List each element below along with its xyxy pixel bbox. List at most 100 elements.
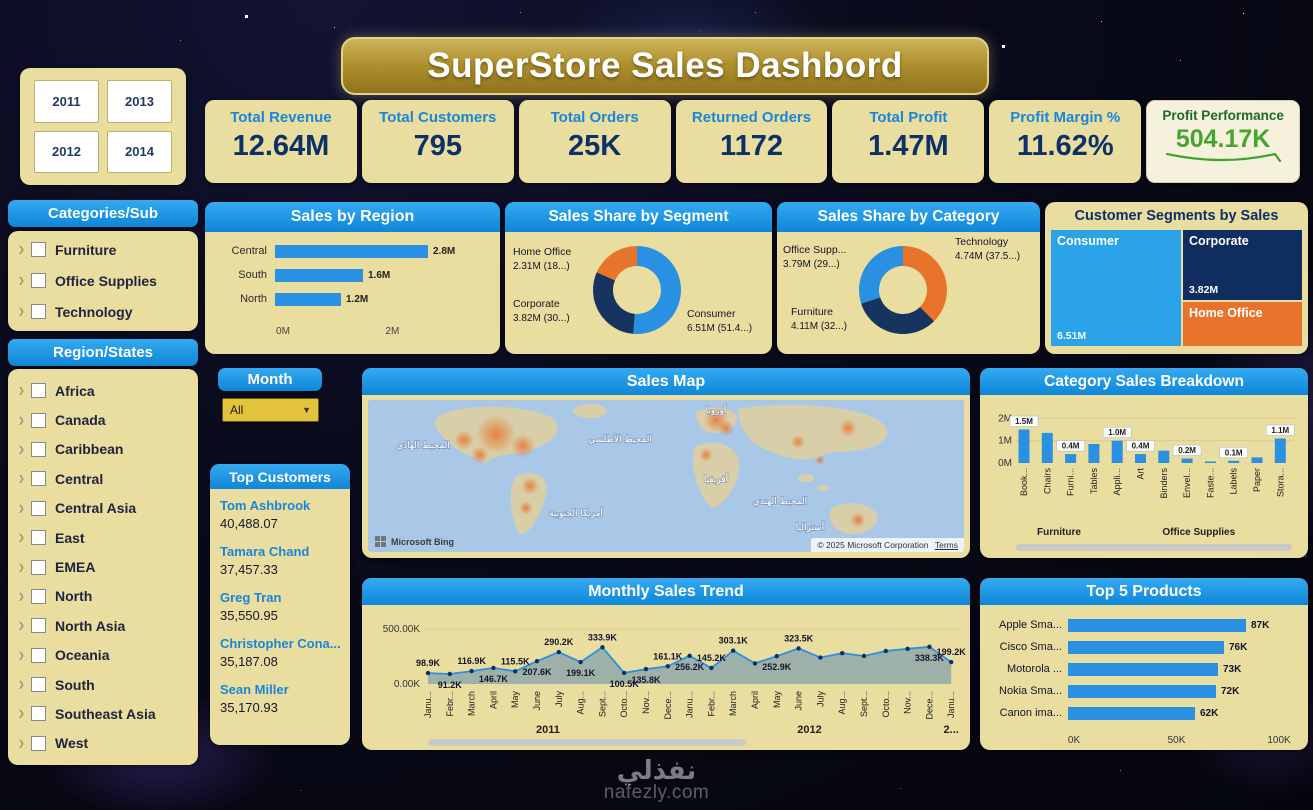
- product-bar-row-apple-sma[interactable]: Apple Sma... 87K: [988, 617, 1269, 633]
- product-bar-row-nokia-sma[interactable]: Nokia Sma... 72K: [988, 683, 1239, 699]
- trend-point[interactable]: [840, 651, 845, 656]
- product-bar-row-motorola[interactable]: Motorola ... 73K: [988, 661, 1241, 677]
- checkbox[interactable]: [31, 677, 46, 693]
- trend-point[interactable]: [622, 670, 627, 676]
- checkbox[interactable]: [31, 559, 46, 575]
- trend-point[interactable]: [643, 666, 649, 672]
- product-bar[interactable]: [1068, 706, 1195, 720]
- region-item-oceania[interactable]: ❯ Oceania: [12, 641, 194, 670]
- region-item-north-asia[interactable]: ❯ North Asia: [12, 611, 194, 640]
- trend-point[interactable]: [469, 668, 474, 674]
- checkbox[interactable]: [31, 500, 46, 516]
- region-item-caribbean[interactable]: ❯ Caribbean: [12, 435, 194, 464]
- region-item-east[interactable]: ❯ East: [12, 523, 194, 552]
- trend-point[interactable]: [600, 645, 605, 650]
- donut-slice-furniture[interactable]: [861, 297, 935, 334]
- customer-row[interactable]: Christopher Cona... 35,187.08: [220, 636, 346, 669]
- region-bar[interactable]: [275, 244, 428, 258]
- customer-row[interactable]: Tom Ashbrook 40,488.07: [220, 498, 346, 531]
- trend-point[interactable]: [861, 653, 867, 659]
- trend-point[interactable]: [556, 649, 561, 655]
- category-item-office-supplies[interactable]: ❯ Office Supplies: [12, 265, 194, 296]
- region-item-north[interactable]: ❯ North: [12, 582, 194, 611]
- year-button-2014[interactable]: 2014: [107, 130, 172, 173]
- trend-point[interactable]: [905, 646, 910, 651]
- trend-point[interactable]: [709, 665, 714, 671]
- horizontal-scrollbar[interactable]: [428, 739, 746, 746]
- breakdown-bar-labels[interactable]: [1228, 460, 1240, 463]
- trend-point[interactable]: [578, 659, 583, 665]
- donut-slice-corporate[interactable]: [592, 272, 635, 334]
- breakdown-bar-paper[interactable]: [1251, 457, 1263, 463]
- checkbox[interactable]: [31, 412, 46, 428]
- region-item-central-asia[interactable]: ❯ Central Asia: [12, 494, 194, 523]
- region-bar-row-central[interactable]: Central 2.8M: [213, 244, 455, 258]
- breakdown-bar-envel[interactable]: [1181, 458, 1193, 464]
- customer-row[interactable]: Tamara Chand 37,457.33: [220, 544, 346, 577]
- donut-slice-technology[interactable]: [903, 246, 947, 322]
- product-bar-row-cisco-sma[interactable]: Cisco Sma... 76K: [988, 639, 1247, 655]
- year-button-2013[interactable]: 2013: [107, 80, 172, 123]
- region-item-central[interactable]: ❯ Central: [12, 464, 194, 493]
- breakdown-bar-stora[interactable]: [1274, 438, 1286, 464]
- trend-point[interactable]: [447, 671, 452, 677]
- trend-point[interactable]: [818, 655, 823, 660]
- horizontal-scrollbar[interactable]: [1016, 544, 1292, 551]
- region-bar[interactable]: [275, 268, 363, 282]
- customer-row[interactable]: Sean Miller 35,170.93: [220, 682, 346, 715]
- checkbox[interactable]: [31, 273, 46, 288]
- checkbox[interactable]: [31, 441, 46, 457]
- donut-slice-office-supp[interactable]: [858, 246, 903, 304]
- checkbox[interactable]: [31, 471, 46, 487]
- region-item-canada[interactable]: ❯ Canada: [12, 405, 194, 434]
- region-item-south[interactable]: ❯ South: [12, 670, 194, 699]
- checkbox[interactable]: [31, 242, 46, 257]
- checkbox[interactable]: [31, 383, 46, 399]
- kpi-card-profit-margin[interactable]: Profit Margin % 11.62%: [989, 100, 1142, 183]
- trend-area[interactable]: [428, 646, 952, 684]
- trend-point[interactable]: [731, 648, 736, 653]
- checkbox[interactable]: [31, 304, 46, 319]
- breakdown-bar-tables[interactable]: [1088, 444, 1100, 463]
- breakdown-bar-binders[interactable]: [1158, 450, 1170, 463]
- customer-row[interactable]: Greg Tran 35,550.95: [220, 590, 346, 623]
- region-item-west[interactable]: ❯ West: [12, 729, 194, 758]
- checkbox[interactable]: [31, 588, 46, 604]
- checkbox[interactable]: [31, 706, 46, 722]
- breakdown-bar-furni[interactable]: [1065, 454, 1077, 463]
- product-bar[interactable]: [1068, 684, 1216, 698]
- month-dropdown[interactable]: All ▼: [222, 398, 319, 422]
- trend-point[interactable]: [752, 661, 758, 666]
- region-item-emea[interactable]: ❯ EMEA: [12, 552, 194, 581]
- breakdown-bar-faste[interactable]: [1204, 461, 1216, 464]
- product-bar-row-canon-ima[interactable]: Canon ima... 62K: [988, 705, 1218, 721]
- trend-point[interactable]: [665, 664, 670, 669]
- region-bar-row-south[interactable]: South 1.6M: [213, 268, 390, 282]
- trend-point[interactable]: [687, 653, 692, 658]
- product-bar[interactable]: [1068, 640, 1224, 654]
- checkbox[interactable]: [31, 647, 46, 663]
- kpi-card-total-orders[interactable]: Total Orders 25K: [518, 100, 671, 183]
- treemap-cell-corporate[interactable]: Corporate 3.82M: [1183, 230, 1302, 300]
- trend-point[interactable]: [883, 648, 888, 654]
- donut-slice-consumer[interactable]: [633, 246, 681, 334]
- checkbox[interactable]: [31, 618, 46, 634]
- trend-point[interactable]: [513, 669, 518, 674]
- kpi-card-returned-orders[interactable]: Returned Orders 1172: [675, 100, 828, 183]
- breakdown-bar-appli[interactable]: [1111, 440, 1123, 463]
- treemap-cell-consumer[interactable]: Consumer 6.51M: [1051, 230, 1181, 346]
- treemap-cell-home-office[interactable]: Home Office: [1183, 302, 1302, 346]
- product-bar[interactable]: [1068, 618, 1246, 632]
- category-item-technology[interactable]: ❯ Technology: [12, 296, 194, 327]
- breakdown-bar-art[interactable]: [1135, 454, 1146, 463]
- trend-point[interactable]: [796, 646, 801, 651]
- trend-point[interactable]: [491, 665, 496, 671]
- year-button-2012[interactable]: 2012: [34, 130, 99, 173]
- checkbox[interactable]: [31, 735, 46, 751]
- region-item-africa[interactable]: ❯ Africa: [12, 376, 194, 405]
- region-bar[interactable]: [275, 292, 341, 306]
- trend-point[interactable]: [774, 654, 779, 659]
- world-map[interactable]: أوروبا المحيط الهادي المحيط الأطلسي أفري…: [368, 400, 964, 552]
- breakdown-bar-book[interactable]: [1018, 429, 1030, 464]
- breakdown-bar-chairs[interactable]: [1041, 432, 1053, 463]
